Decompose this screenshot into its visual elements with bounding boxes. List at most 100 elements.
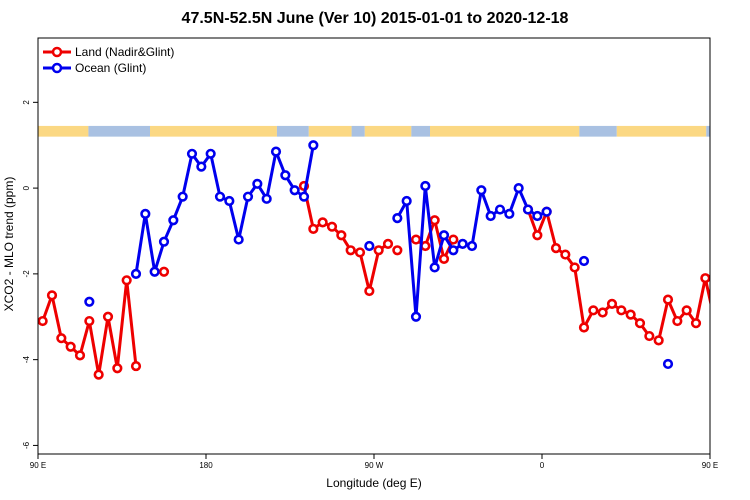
ocean-data-point bbox=[364, 240, 375, 252]
ocean-data-point bbox=[214, 191, 226, 202]
y-tick-label: 0 bbox=[22, 185, 31, 190]
land-data-point bbox=[364, 285, 375, 297]
land-band-segment bbox=[430, 125, 580, 137]
land-data-point bbox=[84, 315, 95, 327]
x-tick-label: 90 E bbox=[702, 461, 718, 470]
series-marks bbox=[38, 140, 710, 380]
land-band-segment bbox=[616, 125, 707, 137]
land-data-point bbox=[392, 245, 403, 256]
land-data-point bbox=[438, 253, 450, 264]
land-data-point bbox=[382, 238, 394, 249]
ocean-data-point bbox=[158, 236, 170, 247]
ocean-data-point bbox=[140, 208, 151, 219]
land-data-point bbox=[644, 330, 655, 342]
chart-title: 47.5N-52.5N June (Ver 10) 2015-01-01 to … bbox=[181, 10, 569, 27]
land-data-point bbox=[93, 369, 104, 380]
ocean-data-point bbox=[429, 262, 440, 273]
ocean-data-point bbox=[298, 191, 310, 202]
ocean-data-point bbox=[149, 266, 160, 277]
land-data-point bbox=[65, 341, 76, 352]
ocean-data-point bbox=[177, 191, 188, 202]
ocean-data-point bbox=[261, 193, 272, 204]
ocean-data-point bbox=[242, 191, 254, 202]
land-data-point bbox=[672, 315, 683, 327]
ocean-data-point bbox=[186, 148, 198, 159]
ocean-data-point bbox=[420, 180, 431, 192]
y-tick-label: 2 bbox=[22, 100, 31, 105]
land-data-point bbox=[345, 245, 356, 256]
land-ocean-bar bbox=[38, 125, 710, 137]
ocean-data-point bbox=[196, 161, 207, 172]
land-data-point bbox=[354, 247, 366, 258]
x-tick-label: 90 E bbox=[30, 461, 46, 470]
land-data-point bbox=[326, 221, 338, 232]
ocean-data-point bbox=[485, 210, 496, 222]
ocean-band-segment bbox=[706, 125, 710, 137]
land-data-point bbox=[336, 230, 347, 241]
ocean-data-point bbox=[84, 296, 95, 307]
series-layer bbox=[38, 140, 710, 380]
land-data-point bbox=[121, 275, 132, 286]
land-band-segment bbox=[364, 125, 412, 137]
land-data-point bbox=[690, 318, 702, 329]
land-data-point bbox=[700, 273, 710, 284]
ocean-data-point bbox=[130, 268, 142, 279]
land-data-point bbox=[56, 333, 67, 344]
ocean-data-point bbox=[392, 213, 403, 224]
land-data-point bbox=[634, 318, 646, 329]
ocean-data-point bbox=[476, 185, 487, 196]
ocean-data-point bbox=[448, 245, 459, 256]
ocean-data-point bbox=[662, 358, 674, 370]
ocean-data-point bbox=[513, 183, 524, 194]
ocean-data-point bbox=[168, 215, 179, 226]
land-data-point bbox=[46, 290, 58, 301]
ocean-data-point bbox=[401, 195, 412, 207]
ocean-data-point bbox=[280, 170, 291, 181]
land-data-point bbox=[532, 230, 543, 241]
ocean-band-segment bbox=[351, 125, 365, 137]
land-data-point bbox=[662, 294, 674, 305]
land-series-line bbox=[302, 185, 389, 293]
ocean-data-point bbox=[466, 240, 478, 252]
ocean-data-point bbox=[522, 204, 534, 215]
ocean-data-point bbox=[252, 178, 263, 189]
ocean-data-point bbox=[532, 210, 543, 222]
x-tick-label: 180 bbox=[199, 461, 213, 470]
land-data-point bbox=[616, 305, 627, 316]
land-data-point bbox=[653, 335, 664, 346]
land-data-point bbox=[681, 305, 692, 316]
land-data-point bbox=[606, 298, 618, 309]
ocean-data-point bbox=[289, 185, 300, 196]
x-axis: 90 E 180 90 W 0 90 E bbox=[30, 454, 718, 470]
legend-label-land: Land (Nadir&Glint) bbox=[75, 45, 175, 59]
land-data-point bbox=[112, 363, 123, 374]
land-data-point bbox=[588, 305, 599, 316]
x-tick-label: 90 W bbox=[365, 461, 384, 470]
ocean-data-point bbox=[578, 255, 590, 267]
ocean-data-point bbox=[494, 204, 506, 215]
land-data-point bbox=[308, 223, 319, 234]
land-band-segment bbox=[308, 125, 352, 137]
ocean-data-point bbox=[504, 208, 515, 219]
land-data-point bbox=[569, 262, 580, 273]
land-data-point bbox=[578, 322, 590, 333]
ocean-data-point bbox=[233, 234, 244, 245]
y-axis-label: XCO2 - MLO trend (ppm) bbox=[2, 176, 16, 312]
y-tick-label: -2 bbox=[22, 270, 31, 278]
land-data-point bbox=[317, 217, 328, 228]
ocean-data-point bbox=[541, 206, 552, 217]
land-data-point bbox=[597, 307, 608, 318]
land-data-point bbox=[448, 234, 459, 245]
y-tick-label: -4 bbox=[22, 356, 31, 364]
land-band-segment bbox=[150, 125, 277, 137]
land-band-segment bbox=[38, 125, 89, 137]
land-data-point bbox=[625, 309, 636, 320]
ocean-band-segment bbox=[88, 125, 150, 137]
ocean-band-segment bbox=[579, 125, 617, 137]
ocean-data-point bbox=[224, 195, 235, 207]
land-data-point bbox=[38, 315, 48, 327]
ocean-data-point bbox=[205, 148, 216, 159]
legend-swatch-land bbox=[43, 46, 71, 58]
ocean-data-point bbox=[457, 238, 468, 249]
